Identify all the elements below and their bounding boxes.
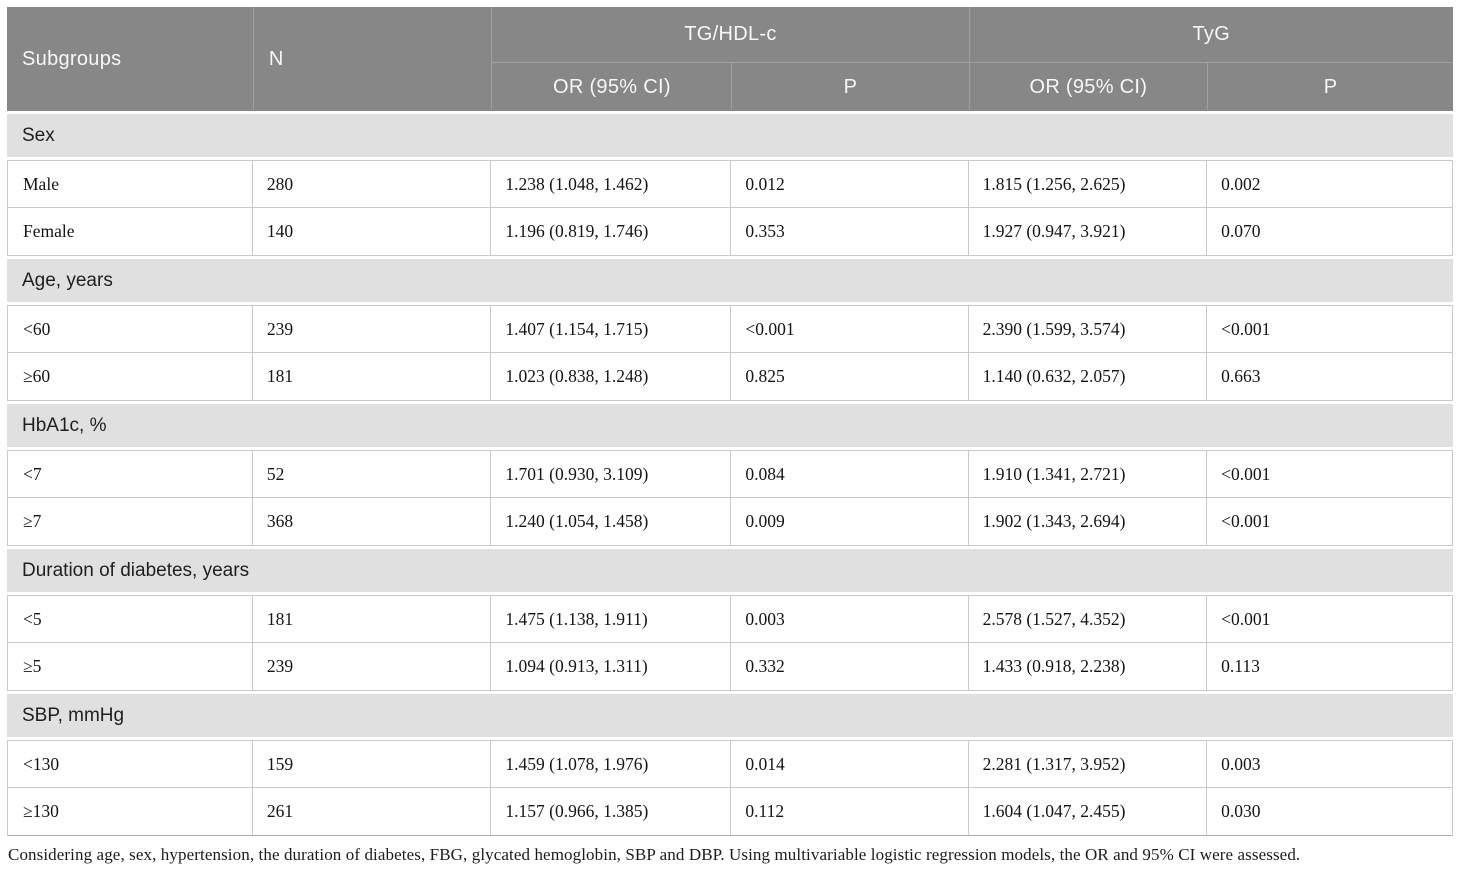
cell-subgroup: ≥130: [7, 788, 253, 836]
cell-n: 239: [252, 643, 492, 691]
table-row-sbp-ge130: ≥130 261 1.157 (0.966, 1.385) 0.112 1.60…: [7, 788, 1453, 836]
table-row-female: Female 140 1.196 (0.819, 1.746) 0.353 1.…: [7, 208, 1453, 256]
col-header-tyg-p: P: [1207, 62, 1453, 111]
cell-tyg-or: 1.902 (1.343, 2.694): [968, 498, 1208, 546]
cell-tghdl-p: 0.332: [731, 643, 969, 691]
cell-tghdl-or: 1.240 (1.054, 1.458): [491, 498, 732, 546]
cell-tghdl-or: 1.196 (0.819, 1.746): [491, 208, 732, 256]
table-row-duration-ge5: ≥5 239 1.094 (0.913, 1.311) 0.332 1.433 …: [7, 643, 1453, 691]
cell-tyg-or: 1.815 (1.256, 2.625): [968, 160, 1208, 208]
cell-tghdl-or: 1.238 (1.048, 1.462): [491, 160, 732, 208]
cell-tyg-p: 0.070: [1207, 208, 1453, 256]
section-row-sbp: SBP, mmHg: [7, 691, 1453, 740]
col-group-tyg: TyG: [968, 7, 1453, 62]
cell-n: 181: [252, 595, 492, 643]
cell-n: 368: [252, 498, 492, 546]
table-row-duration-lt5: <5 181 1.475 (1.138, 1.911) 0.003 2.578 …: [7, 595, 1453, 643]
cell-tghdl-or: 1.459 (1.078, 1.976): [491, 740, 732, 788]
col-header-subgroups: Subgroups: [7, 7, 253, 111]
col-header-tghdl-or-ci: OR (95% CI): [491, 62, 732, 111]
table-header: Subgroups N TG/HDL-c TyG OR (95% CI) P O…: [7, 7, 1453, 111]
cell-tyg-or: 2.390 (1.599, 3.574): [968, 305, 1208, 353]
table-row-hba1c-ge7: ≥7 368 1.240 (1.054, 1.458) 0.009 1.902 …: [7, 498, 1453, 546]
cell-tghdl-p: <0.001: [731, 305, 969, 353]
cell-n: 140: [252, 208, 492, 256]
cell-subgroup: <60: [7, 305, 253, 353]
table-footnote: Considering age, sex, hypertension, the …: [8, 845, 1301, 864]
cell-tyg-or: 1.433 (0.918, 2.238): [968, 643, 1208, 691]
cell-subgroup: <130: [7, 740, 253, 788]
cell-tghdl-p: 0.003: [731, 595, 969, 643]
cell-tyg-or: 1.910 (1.341, 2.721): [968, 450, 1208, 498]
cell-tghdl-p: 0.825: [731, 353, 969, 401]
cell-tghdl-p: 0.353: [731, 208, 969, 256]
cell-tghdl-p: 0.084: [731, 450, 969, 498]
cell-tghdl-p: 0.012: [731, 160, 969, 208]
cell-tghdl-p: 0.112: [731, 788, 969, 836]
cell-n: 181: [252, 353, 492, 401]
cell-tghdl-or: 1.407 (1.154, 1.715): [491, 305, 732, 353]
section-row-age: Age, years: [7, 256, 1453, 305]
cell-tghdl-or: 1.701 (0.930, 3.109): [491, 450, 732, 498]
col-header-tyg-or-ci: OR (95% CI): [968, 62, 1208, 111]
cell-tyg-p: <0.001: [1207, 498, 1453, 546]
cell-n: 159: [252, 740, 492, 788]
cell-subgroup: ≥60: [7, 353, 253, 401]
section-label: Sex: [7, 111, 1453, 160]
cell-tghdl-or: 1.475 (1.138, 1.911): [491, 595, 732, 643]
section-row-hba1c: HbA1c, %: [7, 401, 1453, 450]
cell-subgroup: Female: [7, 208, 253, 256]
cell-tyg-or: 2.578 (1.527, 4.352): [968, 595, 1208, 643]
cell-tyg-p: 0.030: [1207, 788, 1453, 836]
table-row-age-ge60: ≥60 181 1.023 (0.838, 1.248) 0.825 1.140…: [7, 353, 1453, 401]
cell-tghdl-p: 0.009: [731, 498, 969, 546]
cell-tghdl-or: 1.157 (0.966, 1.385): [491, 788, 732, 836]
section-label: Age, years: [7, 256, 1453, 305]
table-row-hba1c-lt7: <7 52 1.701 (0.930, 3.109) 0.084 1.910 (…: [7, 450, 1453, 498]
cell-tyg-p: 0.113: [1207, 643, 1453, 691]
cell-n: 239: [252, 305, 492, 353]
cell-subgroup: ≥7: [7, 498, 253, 546]
table-row-sbp-lt130: <130 159 1.459 (1.078, 1.976) 0.014 2.28…: [7, 740, 1453, 788]
cell-tyg-or: 1.604 (1.047, 2.455): [968, 788, 1208, 836]
cell-tyg-p: <0.001: [1207, 450, 1453, 498]
cell-tyg-p: 0.002: [1207, 160, 1453, 208]
col-header-n: N: [252, 7, 492, 111]
cell-subgroup: <7: [7, 450, 253, 498]
table-body: Sex Male 280 1.238 (1.048, 1.462) 0.012 …: [7, 111, 1453, 836]
cell-tghdl-p: 0.014: [731, 740, 969, 788]
section-label: HbA1c, %: [7, 401, 1453, 450]
table-row-age-lt60: <60 239 1.407 (1.154, 1.715) <0.001 2.39…: [7, 305, 1453, 353]
section-label: Duration of diabetes, years: [7, 546, 1453, 595]
section-label: SBP, mmHg: [7, 691, 1453, 740]
cell-tyg-p: <0.001: [1207, 595, 1453, 643]
cell-tyg-p: <0.001: [1207, 305, 1453, 353]
cell-tyg-p: 0.663: [1207, 353, 1453, 401]
col-group-tghdl: TG/HDL-c: [491, 7, 969, 62]
cell-subgroup: ≥5: [7, 643, 253, 691]
section-row-duration: Duration of diabetes, years: [7, 546, 1453, 595]
cell-tyg-or: 2.281 (1.317, 3.952): [968, 740, 1208, 788]
cell-tyg-or: 1.140 (0.632, 2.057): [968, 353, 1208, 401]
cell-tyg-p: 0.003: [1207, 740, 1453, 788]
cell-subgroup: <5: [7, 595, 253, 643]
cell-n: 52: [252, 450, 492, 498]
cell-subgroup: Male: [7, 160, 253, 208]
table-row-male: Male 280 1.238 (1.048, 1.462) 0.012 1.81…: [7, 160, 1453, 208]
cell-n: 261: [252, 788, 492, 836]
cell-tghdl-or: 1.023 (0.838, 1.248): [491, 353, 732, 401]
col-header-tghdl-p: P: [731, 62, 969, 111]
subgroup-analysis-table: Subgroups N TG/HDL-c TyG OR (95% CI) P O…: [7, 7, 1453, 836]
section-row-sex: Sex: [7, 111, 1453, 160]
cell-n: 280: [252, 160, 492, 208]
cell-tghdl-or: 1.094 (0.913, 1.311): [491, 643, 732, 691]
cell-tyg-or: 1.927 (0.947, 3.921): [968, 208, 1208, 256]
